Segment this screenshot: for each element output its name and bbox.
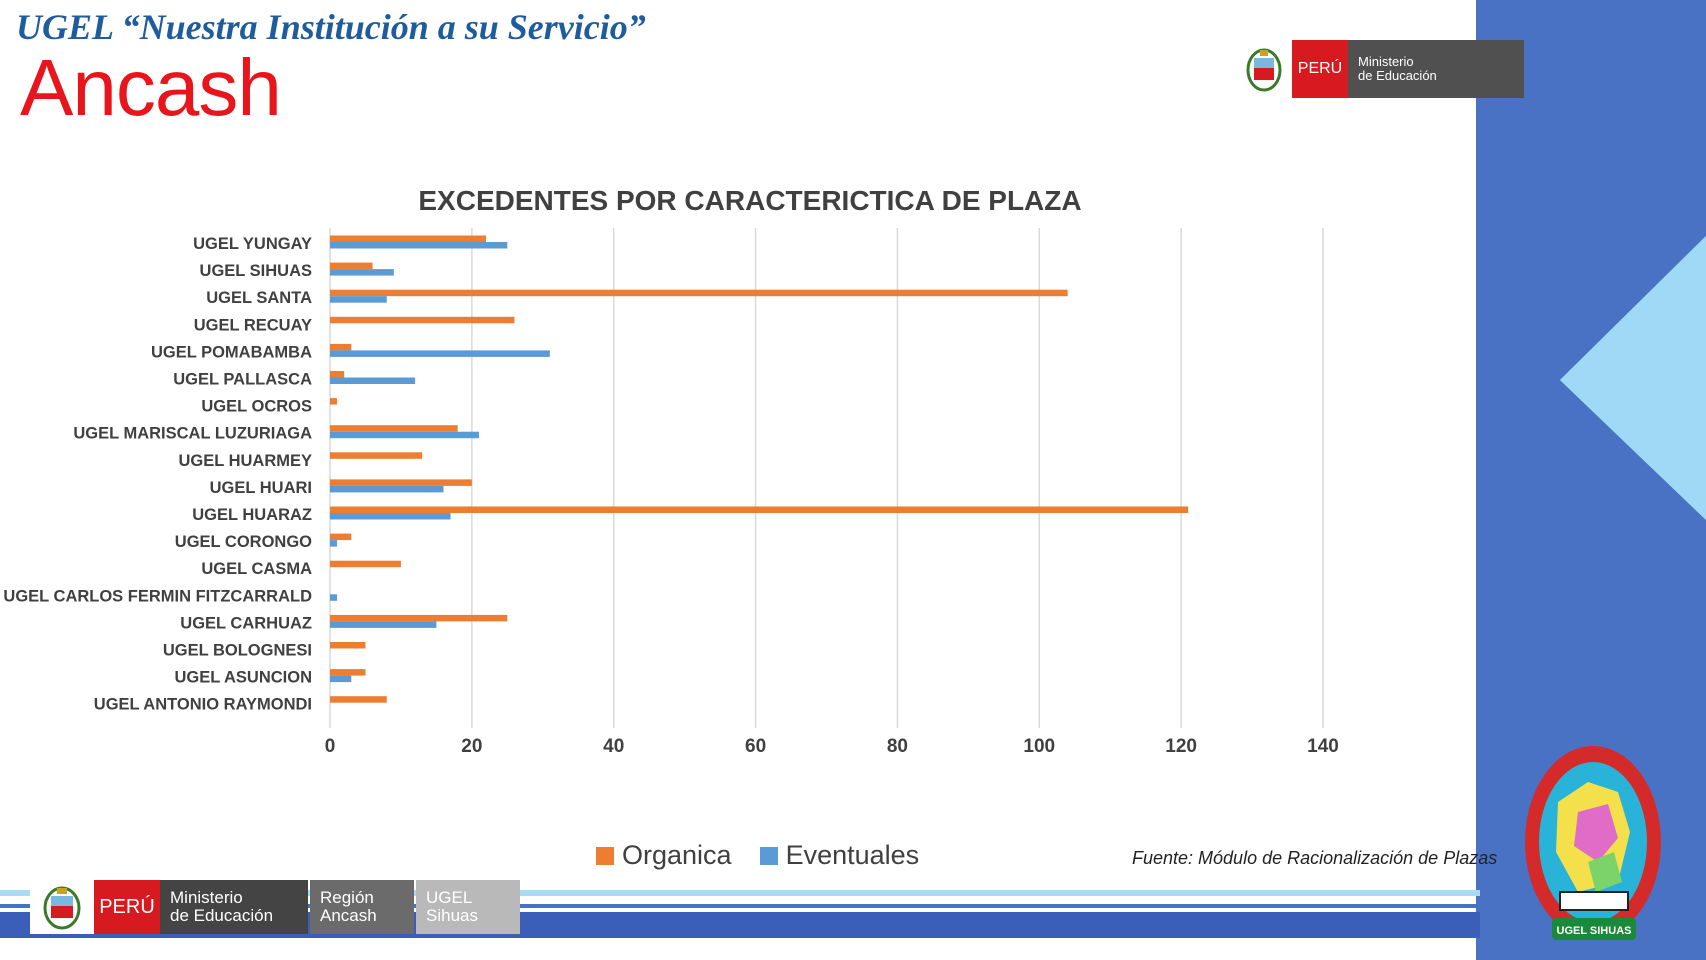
category-label: UGEL POMABAMBA bbox=[151, 343, 312, 361]
ugel-sihuas-seal-icon: UGEL SIHUAS bbox=[1525, 746, 1661, 940]
bar-organica bbox=[330, 289, 1068, 297]
footer-region-label: Región Ancash bbox=[310, 880, 414, 934]
legend-item-organica: Organica bbox=[596, 840, 732, 871]
category-label: UGEL SANTA bbox=[206, 289, 312, 307]
bar-eventuales bbox=[330, 513, 451, 520]
bar-organica bbox=[330, 669, 366, 676]
chart-legend: Organica Eventuales bbox=[596, 840, 947, 871]
category-label: UGEL CASMA bbox=[201, 560, 312, 578]
bar-eventuales bbox=[330, 485, 444, 493]
bar-eventuales bbox=[330, 242, 508, 249]
bar-eventuales bbox=[330, 540, 338, 547]
footer-peru-crest-icon bbox=[30, 880, 94, 934]
svg-text:UGEL SIHUAS: UGEL SIHUAS bbox=[1557, 925, 1632, 937]
category-label: UGEL HUARAZ bbox=[192, 506, 312, 524]
category-label: UGEL CORONGO bbox=[175, 533, 312, 551]
bar-eventuales bbox=[330, 296, 387, 303]
bar-eventuales bbox=[330, 431, 479, 439]
x-tick-label: 60 bbox=[745, 736, 766, 757]
chart-category-labels: UGEL YUNGAY UGEL SIHUAS UGEL SANTA UGEL REC… bbox=[3, 235, 312, 714]
bar-eventuales bbox=[330, 594, 338, 601]
bar-organica bbox=[330, 614, 508, 622]
x-tick-label: 20 bbox=[461, 736, 482, 757]
category-label: UGEL HUARMEY bbox=[178, 452, 312, 470]
chart-bars bbox=[330, 235, 1189, 703]
category-label: UGEL HUARI bbox=[210, 479, 312, 497]
peru-label: PERÚ bbox=[1292, 40, 1348, 98]
bar-eventuales bbox=[330, 675, 352, 683]
bar-eventuales bbox=[330, 377, 416, 384]
bar-organica bbox=[330, 398, 338, 405]
chart-title: EXCEDENTES POR CARACTERICTICA DE PLAZA bbox=[418, 185, 1081, 216]
footer-peru-label: PERÚ bbox=[94, 880, 160, 934]
chart-gridlines bbox=[329, 228, 1324, 728]
bar-eventuales bbox=[330, 269, 394, 276]
bar-eventuales bbox=[330, 350, 550, 357]
x-tick-label: 40 bbox=[603, 736, 624, 757]
footer-ministry-label: Ministerio de Educación bbox=[160, 880, 308, 934]
category-label: UGEL YUNGAY bbox=[193, 235, 312, 253]
source-note: Fuente: Módulo de Racionalización de Pla… bbox=[1132, 848, 1498, 868]
category-label: UGEL ASUNCION bbox=[174, 669, 312, 687]
footer-logo-strip: PERÚ Ministerio de Educación Región Anca… bbox=[30, 880, 520, 934]
category-label: UGEL RECUAY bbox=[194, 316, 312, 334]
category-label: UGEL CARHUAZ bbox=[180, 614, 312, 632]
bar-organica bbox=[330, 235, 487, 242]
bar-organica bbox=[330, 479, 472, 486]
x-tick-label: 0 bbox=[325, 736, 336, 757]
peru-crest-icon bbox=[1236, 40, 1292, 98]
bar-organica bbox=[330, 533, 352, 541]
bar-organica bbox=[330, 642, 366, 649]
legend-item-eventuales: Eventuales bbox=[759, 840, 919, 871]
ministry-logo-top: PERÚ Ministerio de Educación bbox=[1236, 40, 1524, 98]
x-tick-label: 140 bbox=[1307, 736, 1339, 757]
x-tick-label: 120 bbox=[1165, 736, 1197, 757]
bar-organica bbox=[330, 316, 515, 324]
region-title: Ancash bbox=[20, 43, 282, 132]
category-label: UGEL OCROS bbox=[201, 398, 312, 416]
category-label: UGEL MARISCAL LUZURIAGA bbox=[73, 425, 312, 443]
category-label: UGEL CARLOS FERMIN FITZCARRALD bbox=[3, 587, 312, 605]
category-label: UGEL SIHUAS bbox=[200, 262, 312, 280]
bar-organica bbox=[330, 696, 387, 703]
category-label: UGEL PALLASCA bbox=[173, 371, 312, 389]
slogan-title: UGEL “Nuestra Institución a su Servicio” bbox=[16, 7, 646, 47]
chart-x-axis-ticks: 0 20 40 60 80 100 120 140 bbox=[325, 736, 1339, 757]
bar-organica bbox=[330, 452, 423, 459]
footer-ugel-label: UGEL Sihuas bbox=[416, 880, 520, 934]
bar-organica bbox=[330, 371, 345, 378]
bar-organica bbox=[330, 560, 401, 568]
category-label: UGEL BOLOGNESI bbox=[163, 642, 312, 660]
bar-eventuales bbox=[330, 621, 437, 628]
bar-organica bbox=[330, 262, 373, 270]
x-tick-label: 100 bbox=[1023, 736, 1055, 757]
bar-organica bbox=[330, 506, 1189, 513]
ministry-label: Ministerio de Educación bbox=[1348, 40, 1524, 98]
legend-swatch-eventuales bbox=[759, 846, 778, 865]
x-tick-label: 80 bbox=[887, 736, 908, 757]
bar-organica bbox=[330, 425, 458, 432]
legend-swatch-organica bbox=[596, 846, 614, 865]
category-label: UGEL ANTONIO RAYMONDI bbox=[94, 696, 312, 714]
bar-organica bbox=[330, 343, 352, 351]
bar-chart: EXCEDENTES POR CARACTERICTICA DE PLAZA U… bbox=[3, 185, 1339, 757]
